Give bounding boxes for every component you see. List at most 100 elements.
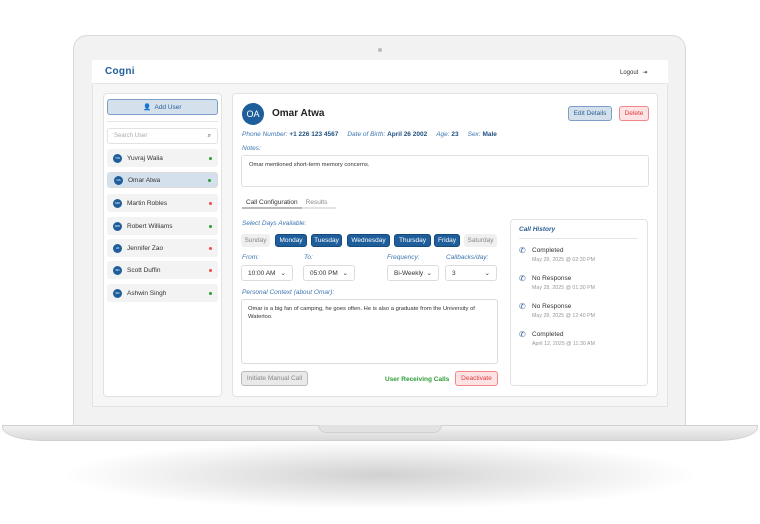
add-user-icon: 👤 bbox=[143, 104, 152, 111]
user-list-item[interactable]: OA Omar Atwa bbox=[107, 172, 218, 188]
call-history-item: ✆ Completed April 12, 2025 @ 11:30 AM bbox=[519, 330, 595, 347]
dob-label: Date of Birth: bbox=[347, 131, 386, 138]
phone-label: Phone Number: bbox=[242, 131, 288, 138]
initiate-call-button[interactable]: Initiate Manual Call bbox=[241, 371, 308, 386]
to-value: 05:00 PM bbox=[310, 269, 338, 277]
laptop-notch bbox=[318, 425, 442, 433]
search-icon: ⌕ bbox=[207, 132, 211, 139]
chevron-down-icon: ⌄ bbox=[342, 270, 348, 277]
tab-bar: Call Configuration Results bbox=[242, 199, 336, 209]
user-list-item[interactable]: JZ Jennifer Zao bbox=[107, 239, 218, 257]
add-user-button[interactable]: 👤 Add User bbox=[107, 99, 218, 115]
age-value: 23 bbox=[451, 131, 459, 138]
day-toggle-saturday[interactable]: Saturday bbox=[464, 234, 497, 247]
user-list-item[interactable]: RW Robert Williams bbox=[107, 217, 218, 235]
to-label: To: bbox=[304, 254, 313, 261]
day-toggle-monday[interactable]: Monday bbox=[275, 234, 307, 247]
call-status: No Response bbox=[532, 303, 572, 310]
app-header bbox=[92, 60, 668, 84]
user-name: Robert Williams bbox=[127, 222, 173, 230]
call-history-title: Call History bbox=[519, 226, 556, 233]
logo[interactable]: Cogni bbox=[105, 66, 135, 77]
user-name: Omar Atwa bbox=[128, 176, 161, 184]
user-name: Omar Atwa bbox=[272, 108, 325, 119]
user-avatar: RW bbox=[113, 221, 122, 231]
user-list-item[interactable]: YW Yuvraj Walia bbox=[107, 149, 218, 167]
dob-value: April 26 2002 bbox=[387, 131, 428, 138]
user-avatar: JZ bbox=[113, 243, 122, 253]
chevron-down-icon: ⌄ bbox=[280, 270, 286, 277]
camera-dot bbox=[378, 48, 382, 52]
delete-button[interactable]: Delete bbox=[619, 106, 649, 121]
call-date: April 12, 2025 @ 11:30 AM bbox=[532, 341, 595, 347]
call-date: May 28, 2025 @ 12:40 PM bbox=[532, 313, 596, 319]
phone-missed-icon: ✆ bbox=[519, 274, 526, 283]
user-info: Phone Number: +1 226 123 4567 Date of Bi… bbox=[242, 131, 497, 138]
age-label: Age: bbox=[436, 131, 450, 138]
frequency-label: Frequency: bbox=[387, 254, 420, 261]
to-select[interactable]: 05:00 PM ⌄ bbox=[303, 265, 355, 281]
call-history-item: ✆ No Response May 28, 2025 @ 01:30 PM bbox=[519, 274, 596, 291]
status-dot bbox=[208, 178, 211, 182]
tab-call-configuration[interactable]: Call Configuration bbox=[242, 199, 302, 209]
callbacks-value: 3 bbox=[452, 269, 456, 277]
call-history-item: ✆ No Response May 28, 2025 @ 12:40 PM bbox=[519, 302, 596, 319]
call-status: Completed bbox=[532, 247, 564, 254]
phone-outgoing-icon: ✆ bbox=[519, 246, 526, 255]
receiving-status: User Receiving Calls bbox=[385, 376, 450, 383]
user-list-item[interactable]: SD Ashwin Singh bbox=[107, 284, 218, 302]
status-dot bbox=[209, 268, 212, 272]
sex-label: Sex: bbox=[467, 131, 481, 138]
logout-label: Logout bbox=[620, 69, 639, 76]
phone-outgoing-icon: ✆ bbox=[519, 330, 526, 339]
edit-details-button[interactable]: Edit Details bbox=[568, 106, 612, 121]
logout-icon: ⇥ bbox=[642, 70, 648, 76]
search-placeholder: Search User bbox=[114, 133, 148, 139]
laptop-shadow bbox=[60, 440, 700, 510]
call-history-panel bbox=[510, 219, 648, 386]
status-dot bbox=[209, 224, 212, 228]
user-name: Martin Robles bbox=[127, 199, 168, 207]
notes-field[interactable]: Omar mentioned short-term memory concern… bbox=[241, 155, 649, 187]
user-avatar: SD bbox=[113, 265, 122, 275]
status-dot bbox=[209, 201, 212, 205]
call-status: No Response bbox=[532, 275, 572, 282]
frequency-select[interactable]: Bi-Weekly ⌄ bbox=[387, 265, 439, 281]
add-user-label: Add User bbox=[154, 103, 182, 111]
divider bbox=[519, 238, 638, 239]
call-date: May 28, 2025 @ 01:30 PM bbox=[532, 285, 596, 291]
chevron-down-icon: ⌄ bbox=[484, 270, 490, 277]
user-list-item[interactable]: SD Scott Duffin bbox=[107, 261, 218, 279]
call-date: May 28, 2025 @ 02:30 PM bbox=[532, 257, 596, 263]
day-toggle-friday[interactable]: Friday bbox=[434, 234, 460, 247]
from-select[interactable]: 10:00 AM ⌄ bbox=[241, 265, 293, 281]
logout-button[interactable]: Logout ⇥ bbox=[620, 69, 648, 77]
user-name: Scott Duffin bbox=[127, 266, 161, 274]
phone-missed-icon: ✆ bbox=[519, 302, 526, 311]
chevron-down-icon: ⌄ bbox=[426, 270, 432, 277]
user-list-item[interactable]: MR Martin Robles bbox=[107, 194, 218, 212]
days-label: Select Days Available: bbox=[242, 220, 307, 227]
status-dot bbox=[209, 246, 212, 250]
tab-results[interactable]: Results bbox=[305, 199, 328, 206]
day-toggle-tuesday[interactable]: Tuesday bbox=[311, 234, 342, 247]
user-avatar: MR bbox=[113, 198, 122, 208]
day-toggle-thursday[interactable]: Thursday bbox=[394, 234, 431, 247]
day-toggle-sunday[interactable]: Sunday bbox=[241, 234, 270, 247]
search-input[interactable]: Search User ⌕ bbox=[107, 128, 218, 144]
user-name: Jennifer Zao bbox=[127, 244, 164, 252]
callbacks-label: Callbacks/day: bbox=[446, 254, 489, 261]
user-avatar: YW bbox=[113, 153, 122, 163]
user-name: Yuvraj Walia bbox=[127, 154, 163, 162]
personal-context-textarea[interactable]: Omar is a big fan of camping, he goes of… bbox=[241, 299, 498, 364]
notes-label: Notes: bbox=[242, 145, 261, 152]
phone-value: +1 226 123 4567 bbox=[289, 131, 339, 138]
frequency-value: Bi-Weekly bbox=[394, 269, 424, 277]
callbacks-select[interactable]: 3 ⌄ bbox=[445, 265, 497, 281]
call-status: Completed bbox=[532, 331, 564, 338]
from-label: From: bbox=[242, 254, 259, 261]
user-avatar: SD bbox=[113, 288, 122, 298]
from-value: 10:00 AM bbox=[248, 269, 276, 277]
day-toggle-wednesday[interactable]: Wednesday bbox=[347, 234, 390, 247]
deactivate-button[interactable]: Deactivate bbox=[455, 371, 498, 386]
